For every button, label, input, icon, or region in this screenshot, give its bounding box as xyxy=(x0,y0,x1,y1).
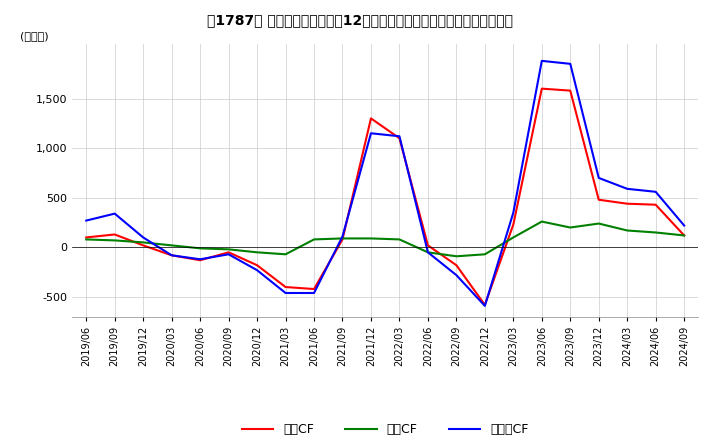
投資CF xyxy=(623,228,631,233)
投資CF xyxy=(452,253,461,259)
投資CF xyxy=(139,240,148,245)
フリーCF xyxy=(139,235,148,240)
営業CF xyxy=(680,233,688,238)
フリーCF xyxy=(509,210,518,215)
営業CF xyxy=(452,263,461,268)
投資CF xyxy=(253,249,261,255)
営業CF xyxy=(537,86,546,91)
フリーCF xyxy=(537,58,546,63)
営業CF xyxy=(225,249,233,255)
営業CF xyxy=(167,253,176,258)
投資CF xyxy=(196,246,204,251)
営業CF xyxy=(82,235,91,240)
営業CF xyxy=(196,257,204,263)
フリーCF xyxy=(253,268,261,273)
投資CF xyxy=(282,252,290,257)
フリーCF xyxy=(225,252,233,257)
投資CF xyxy=(652,230,660,235)
フリーCF xyxy=(366,131,375,136)
フリーCF xyxy=(623,186,631,191)
投資CF xyxy=(338,236,347,241)
営業CF xyxy=(423,243,432,248)
営業CF xyxy=(623,201,631,206)
Text: 【1787】 キャッシュフローの12か月移動合計の対前年同期増減額の推移: 【1787】 キャッシュフローの12か月移動合計の対前年同期増減額の推移 xyxy=(207,13,513,27)
投資CF xyxy=(82,237,91,242)
フリーCF xyxy=(82,218,91,223)
営業CF xyxy=(310,286,318,292)
営業CF xyxy=(566,88,575,93)
投資CF xyxy=(395,237,404,242)
フリーCF xyxy=(595,175,603,180)
フリーCF xyxy=(652,189,660,194)
投資CF xyxy=(366,236,375,241)
営業CF xyxy=(395,136,404,141)
投資CF xyxy=(310,237,318,242)
Text: (百万円): (百万円) xyxy=(20,31,49,41)
投資CF xyxy=(480,252,489,257)
営業CF xyxy=(480,302,489,308)
Line: 投資CF: 投資CF xyxy=(86,222,684,256)
フリーCF xyxy=(282,290,290,296)
フリーCF xyxy=(680,223,688,228)
フリーCF xyxy=(196,257,204,262)
投資CF xyxy=(509,235,518,240)
投資CF xyxy=(423,249,432,255)
投資CF xyxy=(225,247,233,252)
投資CF xyxy=(680,233,688,238)
フリーCF xyxy=(167,253,176,258)
営業CF xyxy=(139,243,148,248)
営業CF xyxy=(595,197,603,202)
Legend: 営業CF, 投資CF, フリーCF: 営業CF, 投資CF, フリーCF xyxy=(237,418,534,440)
フリーCF xyxy=(480,303,489,308)
投資CF xyxy=(110,238,119,243)
フリーCF xyxy=(566,61,575,66)
営業CF xyxy=(652,202,660,207)
営業CF xyxy=(253,263,261,268)
営業CF xyxy=(110,232,119,237)
フリーCF xyxy=(310,290,318,296)
投資CF xyxy=(167,243,176,248)
フリーCF xyxy=(452,272,461,278)
営業CF xyxy=(338,237,347,242)
フリーCF xyxy=(338,234,347,239)
営業CF xyxy=(282,284,290,290)
投資CF xyxy=(595,221,603,226)
投資CF xyxy=(537,219,546,224)
営業CF xyxy=(509,222,518,227)
フリーCF xyxy=(423,249,432,255)
Line: 営業CF: 営業CF xyxy=(86,88,684,305)
投資CF xyxy=(566,225,575,230)
フリーCF xyxy=(110,211,119,216)
Line: フリーCF: フリーCF xyxy=(86,61,684,306)
フリーCF xyxy=(395,134,404,139)
営業CF xyxy=(366,116,375,121)
